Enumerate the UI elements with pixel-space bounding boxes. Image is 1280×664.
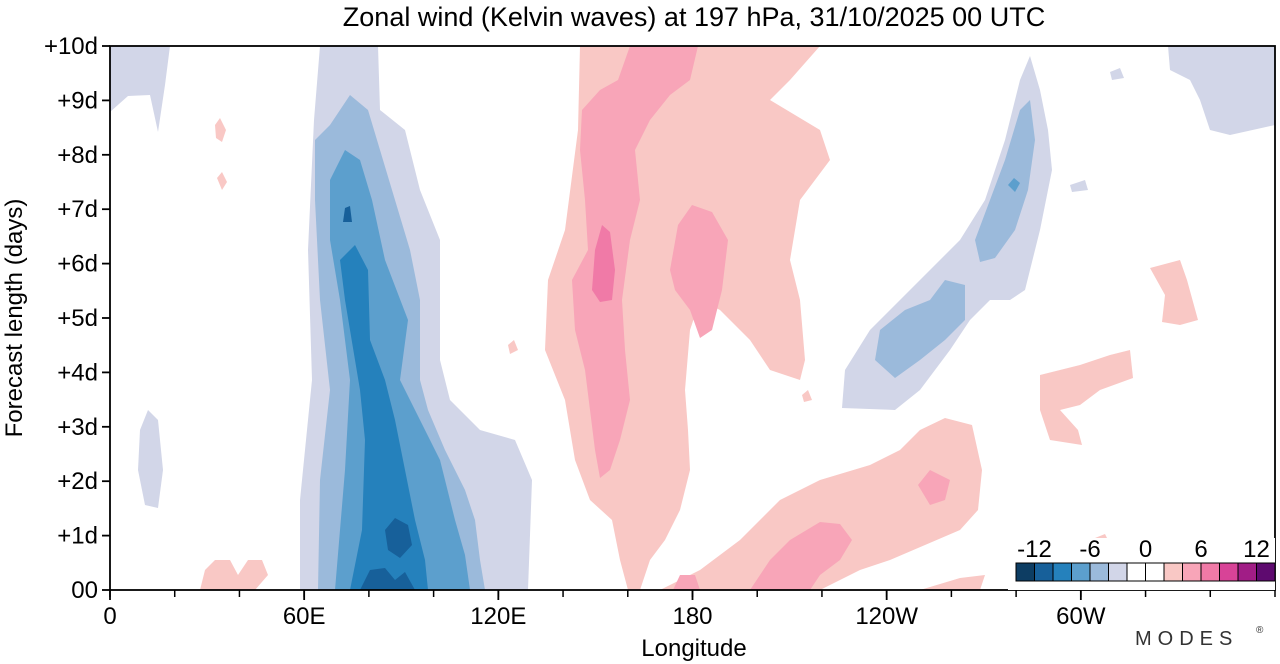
contour-pos-4-pacific-side xyxy=(670,205,728,338)
colorbar-label: 0 xyxy=(1139,536,1152,563)
y-tick-label: +3d xyxy=(57,414,98,441)
colorbar-swatch xyxy=(1071,562,1091,582)
x-axis: 0 60E 120E 180 120W 60W xyxy=(103,590,1276,630)
contour-neg-6-right-core xyxy=(1008,178,1020,192)
y-tick-label: +8d xyxy=(57,142,98,169)
colorbar-swatch xyxy=(1256,562,1276,582)
colorbar-label: -6 xyxy=(1079,536,1100,563)
colorbar-swatch xyxy=(1237,562,1257,582)
x-tick-label: 120E xyxy=(470,603,526,630)
registered-mark: ® xyxy=(1256,625,1264,636)
y-tick-label: +4d xyxy=(57,359,98,386)
contour-neg-2-west-edge xyxy=(110,46,170,132)
colorbar-swatch xyxy=(1219,562,1239,582)
colorbar-label: -12 xyxy=(1017,536,1052,563)
contour-neg-10-left-upper xyxy=(343,206,352,222)
colorbar-swatch xyxy=(1052,562,1072,582)
contour-pos-2-east-patches xyxy=(920,260,1198,590)
contour-field xyxy=(110,46,1275,590)
y-axis-label: Forecast length (days) xyxy=(1,199,28,438)
colorbar-swatch xyxy=(1089,562,1109,582)
contour-neg-2-west-small xyxy=(138,410,163,508)
y-tick-label: +9d xyxy=(57,87,98,114)
y-tick-label: +1d xyxy=(57,523,98,550)
chart-title: Zonal wind (Kelvin waves) at 197 hPa, 31… xyxy=(343,2,1045,32)
y-axis: 00 +1d +2d +3d +4d +5d +6d +7d +8d +9d +10d xyxy=(44,33,110,604)
colorbar-swatch xyxy=(1145,562,1165,582)
y-tick-label: 00 xyxy=(71,577,98,604)
contour-pos-4-pacific-core xyxy=(572,46,698,478)
x-tick-label: 60W xyxy=(1056,603,1106,630)
modes-logo: MODES xyxy=(1135,628,1238,650)
colorbar-swatch xyxy=(1015,562,1035,582)
colorbar-swatch xyxy=(1108,562,1128,582)
y-tick-label: +5d xyxy=(57,305,98,332)
colorbar-swatch xyxy=(1200,562,1220,582)
colorbar-label: 6 xyxy=(1194,536,1207,563)
contour-pos-4-lower-east xyxy=(673,470,950,590)
contour-neg-8-left-band xyxy=(340,245,428,590)
contour-neg-4-right-band-upper xyxy=(975,100,1035,262)
colorbar-label: 12 xyxy=(1243,536,1270,563)
y-tick-label: +6d xyxy=(57,251,98,278)
colorbar-legend: -12 -6 0 6 12 xyxy=(1008,536,1276,590)
colorbar-swatch xyxy=(1182,562,1202,582)
y-tick-label: +7d xyxy=(57,196,98,223)
colorbar-swatch xyxy=(1126,562,1146,582)
x-tick-label: 120W xyxy=(855,603,918,630)
x-tick-label: 0 xyxy=(103,603,116,630)
x-tick-label: 180 xyxy=(672,603,712,630)
colorbar-swatch xyxy=(1163,562,1183,582)
contour-neg-10-left-core xyxy=(360,518,415,590)
y-tick-label: +10d xyxy=(44,33,98,60)
x-tick-label: 60E xyxy=(283,603,326,630)
contour-neg-2-east-edge xyxy=(1168,46,1275,135)
contour-neg-4-right-band-lower xyxy=(875,280,965,378)
contour-pos-2-lower-east xyxy=(660,418,982,590)
x-axis-label: Longitude xyxy=(641,635,746,662)
contour-pos-6-pacific-core xyxy=(592,225,615,302)
y-tick-label: +2d xyxy=(57,468,98,495)
colorbar-swatch xyxy=(1034,562,1054,582)
